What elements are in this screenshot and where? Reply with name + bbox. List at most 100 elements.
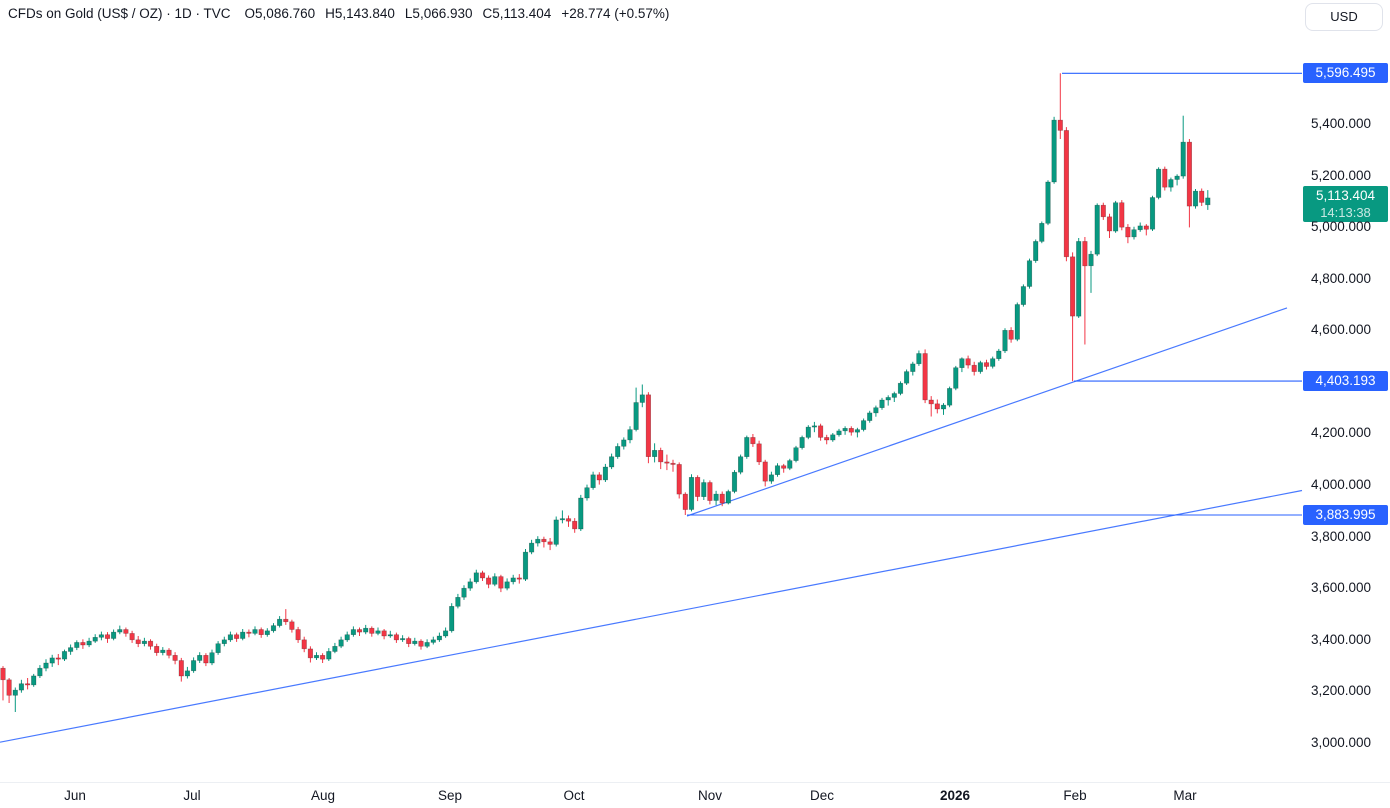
candle-body [1094,204,1100,255]
candle-body [37,667,43,677]
price-axis-label: 4,600.000 [1311,322,1372,338]
last-price-badge: 5,113.404 14:13:38 [1303,185,1388,222]
price-axis[interactable]: 5,113.404 14:13:38 5,400.000 5,200.000 5,0… [1302,0,1390,782]
candle-body [276,618,283,626]
candle-body [860,420,867,430]
candle-body [762,461,768,482]
candle-body [965,358,971,366]
candle-body [264,630,270,635]
candle-body [559,518,565,521]
price-axis-label: 4,200.000 [1311,425,1372,441]
candle-body [731,471,738,492]
candle-body [565,518,572,522]
candle-body [338,639,344,647]
candle-body [221,639,227,644]
candle-body [147,640,154,647]
candle-body [356,629,363,633]
candle-body [270,625,277,632]
candle-body [953,367,959,389]
candle-body [455,596,461,607]
candle-body [295,629,301,641]
time-axis-label: Dec [809,788,834,803]
symbol-title: CFDs on Gold (US$ / OZ) · 1D · TVC O5,086… [8,6,679,21]
time-axis-label: Oct [563,788,585,803]
open-value: O5,086.760 [244,6,316,21]
candle-body [971,364,977,372]
price-axis-label: 3,000.000 [1311,735,1372,750]
candle-body [842,427,848,432]
candle-body [910,363,916,372]
candle-body [43,662,49,669]
candle-body [332,645,338,652]
currency-toggle-button[interactable]: USD [1305,3,1383,31]
candle-body [49,657,55,664]
candle-body [621,439,627,447]
candle-body [240,631,246,639]
candle-body [897,382,904,394]
candle-body [166,649,172,656]
candle-body [996,350,1002,359]
candle-body [522,551,529,580]
price-level-badge: 5,596.495 [1303,63,1388,84]
candle-body [1014,304,1020,340]
candle-body [1063,130,1069,258]
candle-body [129,633,135,641]
candle-body [24,683,31,686]
candle-body [412,640,418,644]
time-axis-label: Sep [437,788,463,803]
candle-body [1156,168,1162,198]
candle-body [707,482,713,501]
candle-body [86,640,92,646]
candle-body [608,456,615,468]
candle-body [363,627,369,633]
high-value: H5,143.840 [325,6,395,21]
candle-body [375,630,381,634]
trendline[interactable] [0,489,1303,743]
candle-body [633,402,639,430]
candle-body [1192,190,1199,207]
candle-body [498,576,504,589]
candle-body [983,362,990,367]
candle-body [688,476,695,510]
price-axis-label: 4,000.000 [1311,477,1372,493]
candle-body [430,639,436,643]
candle-body [547,541,553,545]
candle-body [725,491,731,504]
trendline[interactable] [686,307,1288,517]
candle-body [141,640,148,644]
candle-body [154,645,160,653]
candle-body [1026,260,1033,287]
candle-body [854,429,860,433]
candle-body [651,449,658,457]
candle-body [645,394,651,457]
candle-body [135,639,141,644]
last-price-value: 5,113.404 [1315,187,1376,203]
candle-body [1162,168,1168,188]
candle-body [799,437,805,448]
candle-body [381,630,387,637]
price-axis-label: 3,800.000 [1311,528,1372,544]
candle-body [744,437,750,457]
candle-body [449,605,455,632]
candle-body [664,461,670,464]
candle-body [442,630,449,637]
candle-body [1106,216,1113,232]
candle-body [504,581,510,589]
candle-body [246,631,252,634]
time-axis-label: Feb [1063,788,1087,803]
candle-body [1082,241,1088,267]
candle-body [1199,190,1205,203]
candle-body [209,652,215,664]
time-axis[interactable]: Jun Jul Aug Sep Oct Nov Dec 2026 Feb Mar [0,782,1390,808]
candle-body [867,412,873,421]
candle-body [916,353,922,365]
candle-body [104,634,111,639]
price-level-badge: 3,883.995 [1303,505,1388,525]
candle-body [178,660,184,677]
candle-body [836,430,842,436]
candle-body [215,643,221,654]
candle-body [68,647,74,652]
candle-body [92,636,98,642]
candle-body [6,679,12,696]
